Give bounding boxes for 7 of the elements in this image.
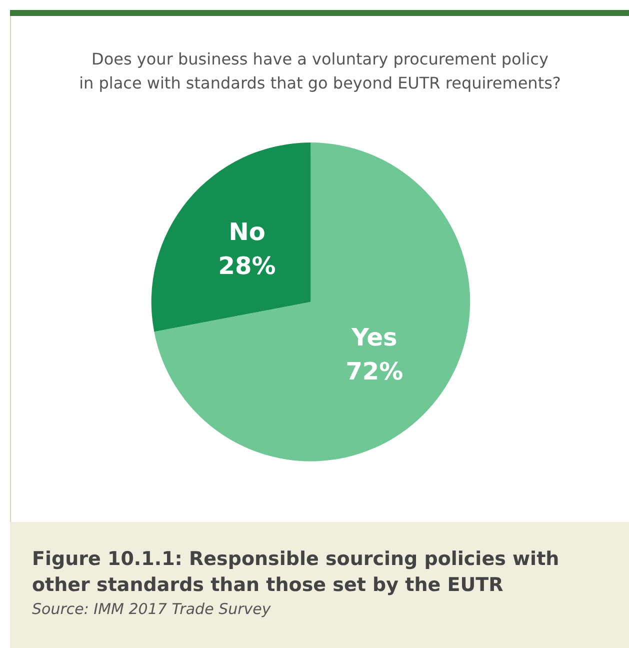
data-label: 28%: [218, 252, 276, 280]
caption: Figure 10.1.1: Responsible sourcing policies with other standards than those set by the EUTR: [32, 547, 560, 598]
chart-title: Does your business have a voluntary procurement policy in place with standards that go beyond EUTR requirements?: [79, 50, 561, 92]
data-label: 72%: [346, 358, 404, 386]
source-note: Source: IMM 2017 Trade Survey: [32, 599, 272, 620]
slice-label: No: [228, 218, 266, 246]
slice-label: Yes: [350, 324, 398, 352]
